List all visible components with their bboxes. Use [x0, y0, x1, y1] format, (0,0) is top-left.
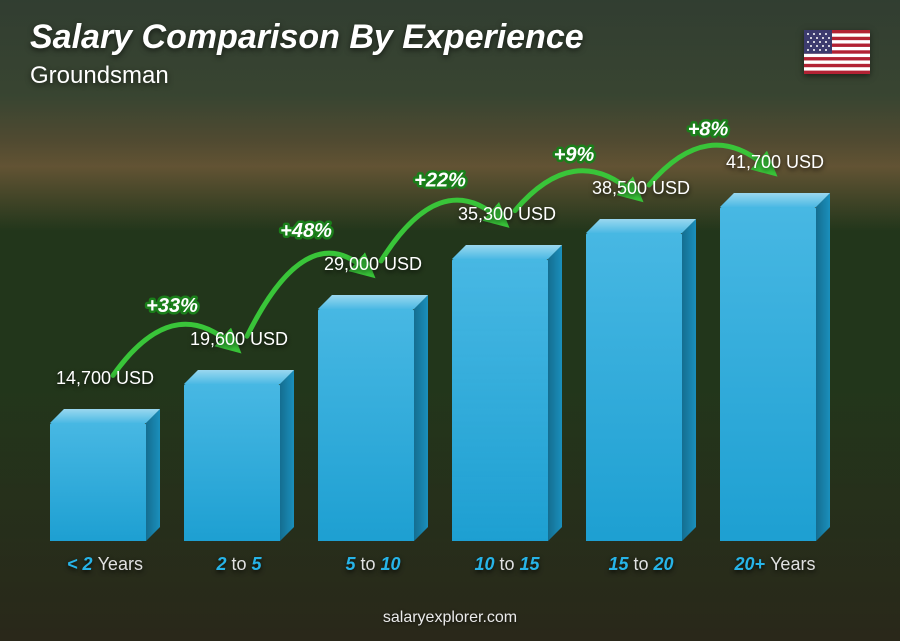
salary-bar-chart: +33%+48%+22%+9%+8% 14,700 USD< 2 Years19… [40, 100, 840, 581]
delta-label: +8% [688, 118, 729, 140]
infographic-canvas: Salary Comparison By Experience Groundsm… [0, 0, 900, 641]
bar-category-label: 20+ Years [687, 554, 863, 575]
delta-label: +22% [414, 170, 466, 192]
bar-value-label: 38,500 USD [559, 178, 724, 199]
flag-icon [804, 30, 870, 74]
delta-label: +9% [554, 144, 595, 166]
bar-value-label: 41,700 USD [693, 152, 858, 173]
bar-value-label: 35,300 USD [425, 204, 590, 225]
bar-value-label: 19,600 USD [157, 329, 322, 350]
page-subtitle: Groundsman [30, 62, 169, 90]
delta-label: +33% [146, 295, 198, 317]
page-title: Salary Comparison By Experience [30, 18, 584, 57]
bar-value-label: 14,700 USD [23, 368, 188, 389]
bar-value-label: 29,000 USD [291, 254, 456, 275]
delta-label: +48% [280, 220, 332, 242]
footer-credit: salaryexplorer.com [0, 609, 900, 627]
